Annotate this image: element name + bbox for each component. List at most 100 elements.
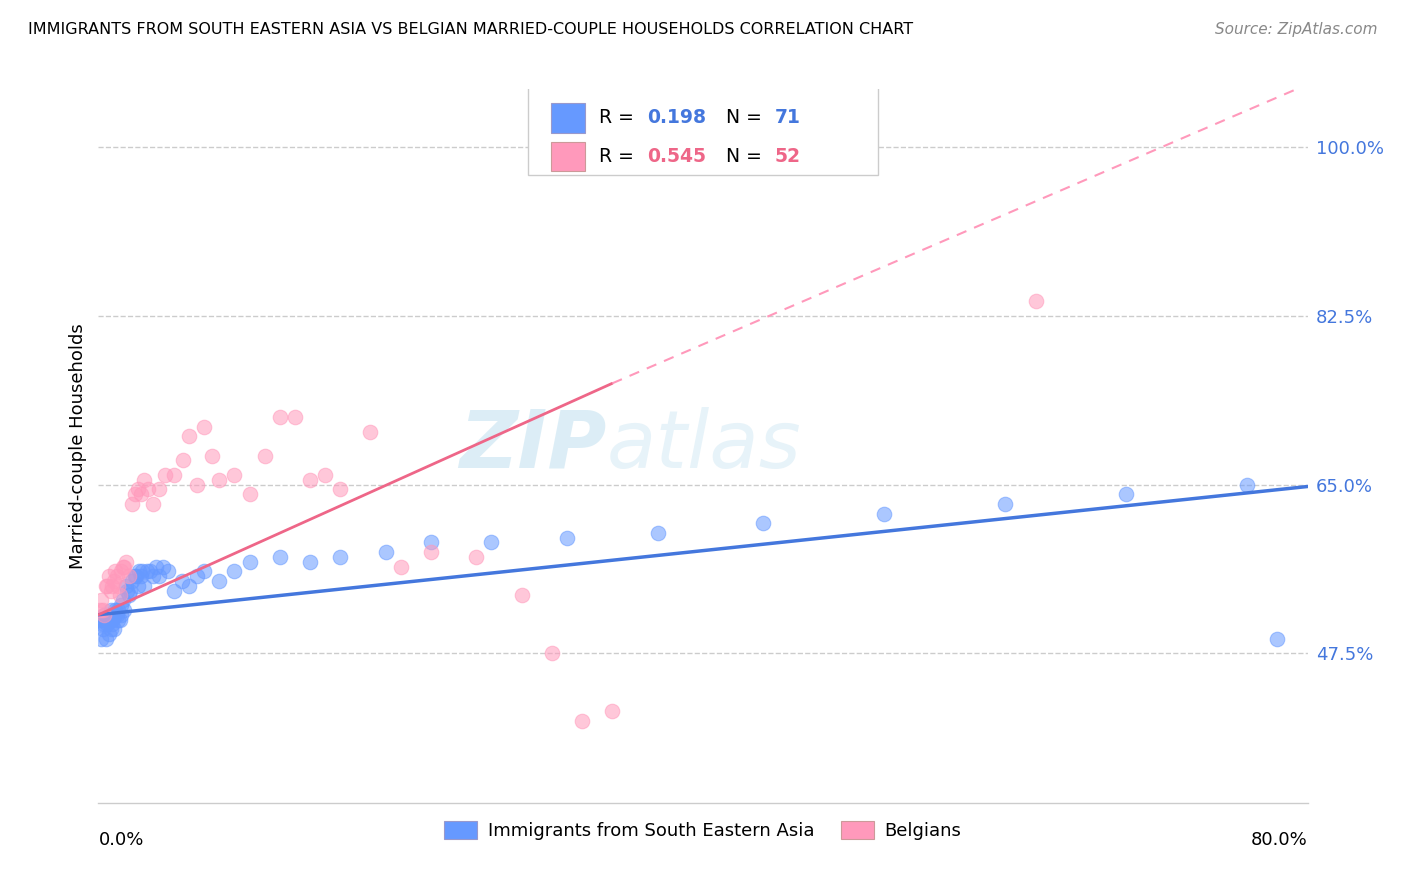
Point	[1024, 294, 1046, 309]
Point	[93, 607, 115, 622]
Point	[420, 545, 443, 559]
Point	[108, 613, 131, 627]
Point	[124, 487, 146, 501]
Point	[129, 487, 152, 501]
Point	[112, 603, 135, 617]
Point	[752, 516, 775, 530]
Point	[114, 555, 136, 569]
Point	[93, 607, 115, 622]
Point	[131, 565, 153, 579]
Point	[555, 531, 578, 545]
Point	[132, 473, 155, 487]
Point	[96, 613, 118, 627]
Point	[193, 565, 215, 579]
Point	[142, 569, 165, 583]
Point	[104, 607, 127, 622]
Point	[571, 714, 593, 728]
Text: R =: R =	[599, 147, 640, 166]
Point	[1267, 632, 1289, 646]
Point	[96, 617, 118, 632]
Text: Source: ZipAtlas.com: Source: ZipAtlas.com	[1215, 22, 1378, 37]
Text: 52: 52	[775, 147, 800, 166]
Point	[647, 525, 669, 540]
Point	[89, 603, 111, 617]
Point	[152, 559, 174, 574]
Point	[389, 559, 412, 574]
Point	[125, 569, 148, 583]
FancyBboxPatch shape	[527, 86, 879, 175]
Point	[153, 467, 176, 482]
Point	[107, 579, 129, 593]
Point	[112, 559, 135, 574]
Point	[224, 467, 246, 482]
Point	[148, 569, 170, 583]
Point	[163, 467, 186, 482]
Point	[107, 603, 129, 617]
Point	[360, 425, 382, 439]
Point	[148, 483, 170, 497]
Point	[118, 589, 141, 603]
Point	[129, 569, 152, 583]
Point	[111, 559, 134, 574]
Point	[91, 603, 114, 617]
Point	[329, 483, 352, 497]
Text: IMMIGRANTS FROM SOUTH EASTERN ASIA VS BELGIAN MARRIED-COUPLE HOUSEHOLDS CORRELAT: IMMIGRANTS FROM SOUTH EASTERN ASIA VS BE…	[28, 22, 914, 37]
Text: N =: N =	[714, 109, 768, 128]
Text: R =: R =	[599, 109, 640, 128]
Point	[1236, 477, 1258, 491]
Text: 0.0%: 0.0%	[98, 831, 143, 849]
Y-axis label: Married-couple Households: Married-couple Households	[69, 323, 87, 569]
Point	[121, 497, 143, 511]
Point	[110, 565, 132, 579]
Point	[208, 473, 231, 487]
Point	[602, 704, 624, 718]
Point	[91, 613, 114, 627]
Point	[98, 607, 121, 622]
Point	[299, 473, 322, 487]
Point	[96, 579, 118, 593]
Text: atlas: atlas	[606, 407, 801, 485]
Point	[89, 613, 111, 627]
Point	[127, 483, 149, 497]
Point	[284, 410, 307, 425]
Point	[329, 549, 352, 564]
Point	[103, 622, 125, 636]
Point	[100, 603, 122, 617]
Point	[110, 607, 132, 622]
Point	[224, 565, 246, 579]
Point	[127, 579, 149, 593]
Point	[193, 419, 215, 434]
Point	[994, 497, 1017, 511]
Text: 0.545: 0.545	[647, 147, 706, 166]
Point	[104, 565, 127, 579]
Point	[201, 449, 224, 463]
Point	[98, 569, 121, 583]
Point	[110, 598, 132, 612]
Point	[94, 632, 117, 646]
Point	[179, 579, 201, 593]
Point	[111, 593, 134, 607]
Point	[103, 574, 125, 588]
Text: 71: 71	[775, 109, 800, 128]
Point	[90, 632, 112, 646]
Point	[269, 410, 291, 425]
Point	[299, 555, 322, 569]
Point	[253, 449, 276, 463]
Point	[118, 569, 141, 583]
Point	[100, 613, 122, 627]
Point	[114, 579, 136, 593]
Point	[135, 565, 157, 579]
Point	[128, 565, 150, 579]
Point	[239, 487, 262, 501]
Text: N =: N =	[714, 147, 768, 166]
Point	[374, 545, 396, 559]
Point	[139, 565, 162, 579]
Point	[105, 607, 128, 622]
Point	[269, 549, 291, 564]
Point	[108, 589, 131, 603]
Point	[94, 613, 117, 627]
Point	[172, 453, 194, 467]
Point	[179, 429, 201, 443]
Point	[170, 574, 193, 588]
Bar	[551, 142, 585, 171]
